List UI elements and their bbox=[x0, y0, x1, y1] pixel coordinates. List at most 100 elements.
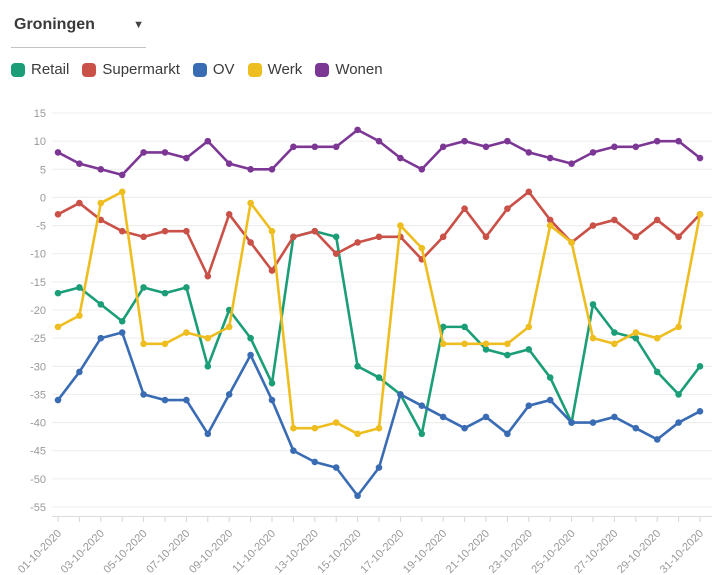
data-point[interactable] bbox=[118, 227, 126, 235]
data-point[interactable] bbox=[632, 233, 640, 241]
data-point[interactable] bbox=[97, 199, 105, 207]
data-point[interactable] bbox=[375, 464, 383, 471]
data-point[interactable] bbox=[311, 458, 319, 466]
data-point[interactable] bbox=[653, 334, 661, 342]
data-point[interactable] bbox=[140, 391, 147, 398]
data-point[interactable] bbox=[653, 216, 661, 224]
data-point[interactable] bbox=[247, 334, 254, 342]
data-point[interactable] bbox=[97, 334, 105, 342]
data-point[interactable] bbox=[375, 374, 383, 381]
data-point[interactable] bbox=[418, 165, 426, 173]
data-point[interactable] bbox=[504, 340, 511, 348]
data-point[interactable] bbox=[140, 340, 147, 348]
data-point[interactable] bbox=[589, 222, 597, 229]
data-point[interactable] bbox=[482, 346, 490, 353]
data-point[interactable] bbox=[54, 289, 62, 297]
data-point[interactable] bbox=[54, 211, 62, 218]
data-point[interactable] bbox=[632, 424, 640, 432]
data-point[interactable] bbox=[183, 396, 190, 404]
data-point[interactable] bbox=[118, 317, 126, 325]
data-point[interactable] bbox=[589, 301, 597, 308]
data-point[interactable] bbox=[611, 340, 618, 348]
data-point[interactable] bbox=[439, 323, 447, 331]
data-point[interactable] bbox=[696, 408, 704, 415]
data-point[interactable] bbox=[375, 137, 383, 145]
data-point[interactable] bbox=[183, 227, 190, 235]
data-point[interactable] bbox=[204, 272, 212, 280]
data-point[interactable] bbox=[439, 143, 447, 151]
data-point[interactable] bbox=[589, 334, 597, 342]
data-point[interactable] bbox=[611, 216, 618, 224]
data-point[interactable] bbox=[461, 424, 468, 432]
data-point[interactable] bbox=[375, 424, 383, 432]
region-dropdown[interactable]: Groningen ▼ bbox=[11, 10, 146, 48]
data-point[interactable] bbox=[97, 301, 105, 308]
data-point[interactable] bbox=[418, 402, 426, 409]
data-point[interactable] bbox=[546, 396, 554, 404]
data-point[interactable] bbox=[54, 149, 62, 156]
data-point[interactable] bbox=[653, 368, 661, 376]
data-point[interactable] bbox=[97, 165, 105, 173]
data-point[interactable] bbox=[247, 351, 254, 359]
data-point[interactable] bbox=[525, 323, 533, 331]
data-point[interactable] bbox=[247, 239, 254, 246]
data-point[interactable] bbox=[696, 211, 704, 218]
data-point[interactable] bbox=[311, 143, 319, 151]
legend-item-ov[interactable]: OV bbox=[192, 61, 235, 78]
legend-item-werk[interactable]: Werk bbox=[247, 61, 302, 78]
data-point[interactable] bbox=[568, 239, 575, 246]
data-point[interactable] bbox=[546, 216, 554, 224]
data-point[interactable] bbox=[611, 143, 618, 151]
data-point[interactable] bbox=[225, 211, 233, 218]
data-point[interactable] bbox=[611, 413, 618, 421]
data-point[interactable] bbox=[268, 267, 276, 274]
data-point[interactable] bbox=[118, 188, 126, 196]
data-point[interactable] bbox=[696, 154, 704, 162]
data-point[interactable] bbox=[397, 222, 404, 229]
data-point[interactable] bbox=[611, 329, 618, 336]
data-point[interactable] bbox=[161, 227, 169, 235]
data-point[interactable] bbox=[332, 464, 340, 471]
data-point[interactable] bbox=[268, 379, 276, 387]
data-point[interactable] bbox=[504, 205, 511, 212]
data-point[interactable] bbox=[397, 391, 404, 398]
data-point[interactable] bbox=[140, 233, 147, 241]
data-point[interactable] bbox=[461, 137, 468, 145]
data-point[interactable] bbox=[675, 419, 682, 426]
data-point[interactable] bbox=[247, 165, 254, 173]
data-point[interactable] bbox=[268, 396, 276, 404]
data-point[interactable] bbox=[161, 289, 169, 297]
data-point[interactable] bbox=[482, 413, 490, 421]
data-point[interactable] bbox=[76, 368, 83, 376]
data-point[interactable] bbox=[76, 199, 83, 207]
data-point[interactable] bbox=[204, 362, 212, 370]
data-point[interactable] bbox=[653, 436, 661, 443]
data-point[interactable] bbox=[183, 284, 190, 291]
data-point[interactable] bbox=[311, 424, 319, 432]
data-point[interactable] bbox=[76, 284, 83, 291]
data-point[interactable] bbox=[653, 137, 661, 145]
data-point[interactable] bbox=[204, 430, 212, 438]
data-point[interactable] bbox=[54, 323, 62, 331]
data-point[interactable] bbox=[482, 233, 490, 241]
data-point[interactable] bbox=[675, 233, 682, 241]
data-point[interactable] bbox=[268, 165, 276, 173]
data-point[interactable] bbox=[247, 199, 254, 207]
data-point[interactable] bbox=[439, 340, 447, 348]
data-point[interactable] bbox=[332, 250, 340, 258]
data-point[interactable] bbox=[568, 160, 575, 167]
data-point[interactable] bbox=[546, 154, 554, 162]
data-point[interactable] bbox=[504, 351, 511, 359]
data-point[interactable] bbox=[183, 329, 190, 336]
data-point[interactable] bbox=[268, 227, 276, 235]
data-point[interactable] bbox=[461, 340, 468, 348]
data-point[interactable] bbox=[140, 284, 147, 291]
data-point[interactable] bbox=[632, 329, 640, 336]
data-point[interactable] bbox=[354, 362, 361, 370]
data-point[interactable] bbox=[482, 340, 490, 348]
data-point[interactable] bbox=[675, 391, 682, 398]
data-point[interactable] bbox=[225, 391, 233, 398]
data-point[interactable] bbox=[546, 374, 554, 381]
data-point[interactable] bbox=[183, 154, 190, 162]
data-point[interactable] bbox=[418, 430, 426, 438]
